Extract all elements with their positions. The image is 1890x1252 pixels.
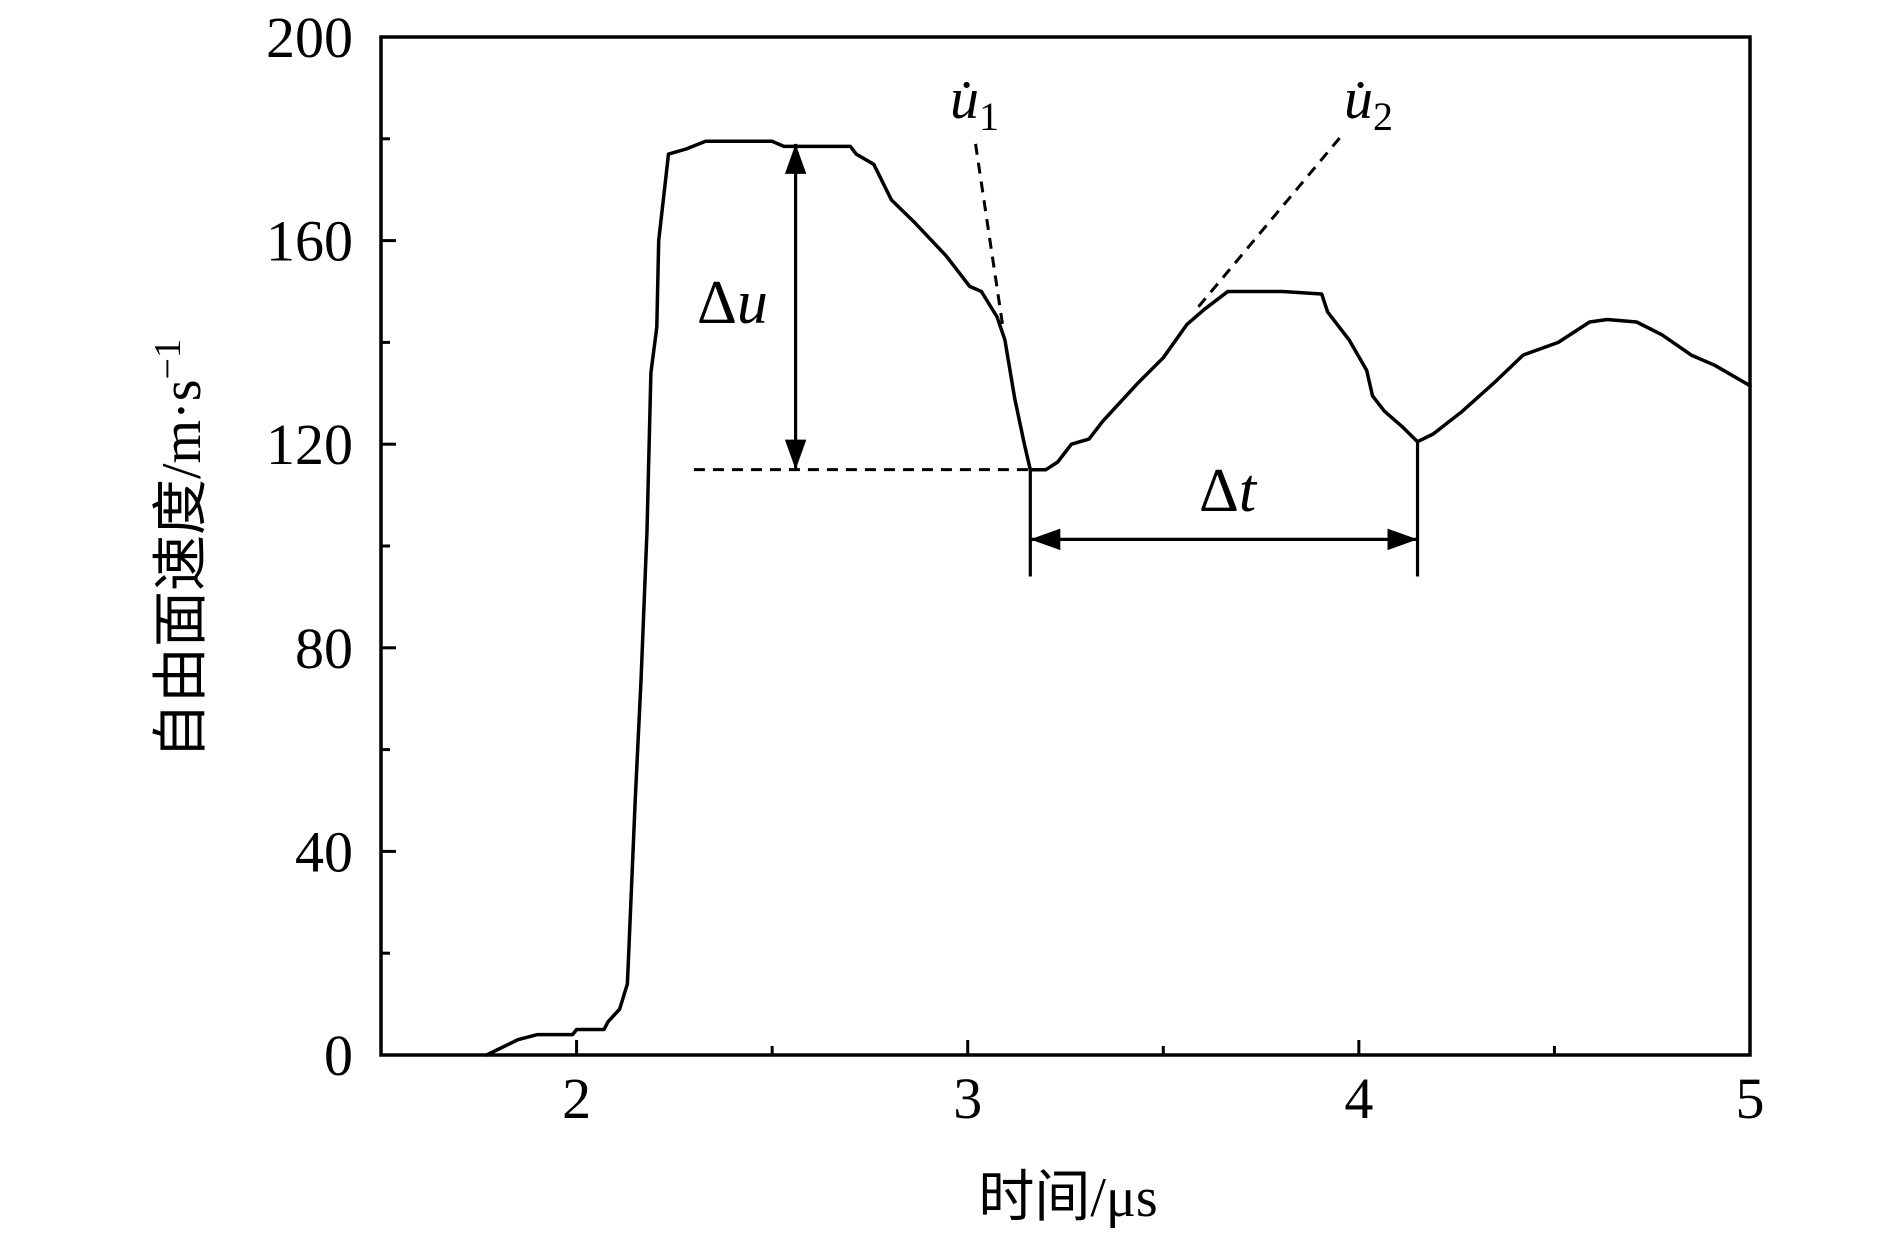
u-dot-1-label: u̇1 [950, 66, 999, 139]
annotation-layer [693, 132, 1420, 577]
series-line-1 [484, 139, 1752, 1057]
u-dot-1-subscript: 1 [979, 94, 999, 139]
delta-u-label: Δu [697, 269, 768, 337]
u-dot-2-subscript: 2 [1373, 94, 1393, 139]
y-tick-label: 160 [266, 209, 353, 274]
delta-t-variable: t [1239, 457, 1258, 525]
delta-t-label: Δt [1199, 457, 1258, 525]
x-axis-label: 时间/μs [978, 1167, 1157, 1229]
delta-u-symbol: Δ [697, 269, 737, 337]
y-tick-label: 200 [266, 5, 353, 70]
y-tick-label: 0 [324, 1023, 353, 1088]
u-dot-1-tangent-line [974, 143, 1005, 328]
y-tick-label: 120 [266, 412, 353, 477]
y-tick-label: 40 [295, 819, 353, 884]
y-axis-label-text: 自由面速度/m·s [151, 379, 213, 759]
plot-frame [379, 35, 1752, 1057]
x-tick-label: 3 [953, 1066, 982, 1131]
axis-ticks: 2 3 4 5 0 40 80 120 160 200 [266, 5, 1765, 1131]
x-tick-label: 5 [1736, 1066, 1765, 1131]
u-dot-2-tangent-line [1197, 132, 1345, 308]
y-tick-label: 80 [295, 616, 353, 681]
series-layer [484, 139, 1752, 1057]
delta-u-variable: u [737, 269, 768, 337]
x-tick-label: 4 [1344, 1066, 1373, 1131]
u-dot-2-label: u̇2 [1344, 66, 1393, 139]
y-axis-label-exponent: −1 [147, 339, 189, 379]
x-tick-label: 2 [562, 1066, 591, 1131]
y-axis-label: 自由面速度/m·s−1 [147, 339, 213, 759]
u-dot-1-symbol: u̇ [950, 66, 979, 131]
delta-t-symbol: Δ [1199, 457, 1239, 525]
u-dot-2-symbol: u̇ [1344, 66, 1373, 131]
